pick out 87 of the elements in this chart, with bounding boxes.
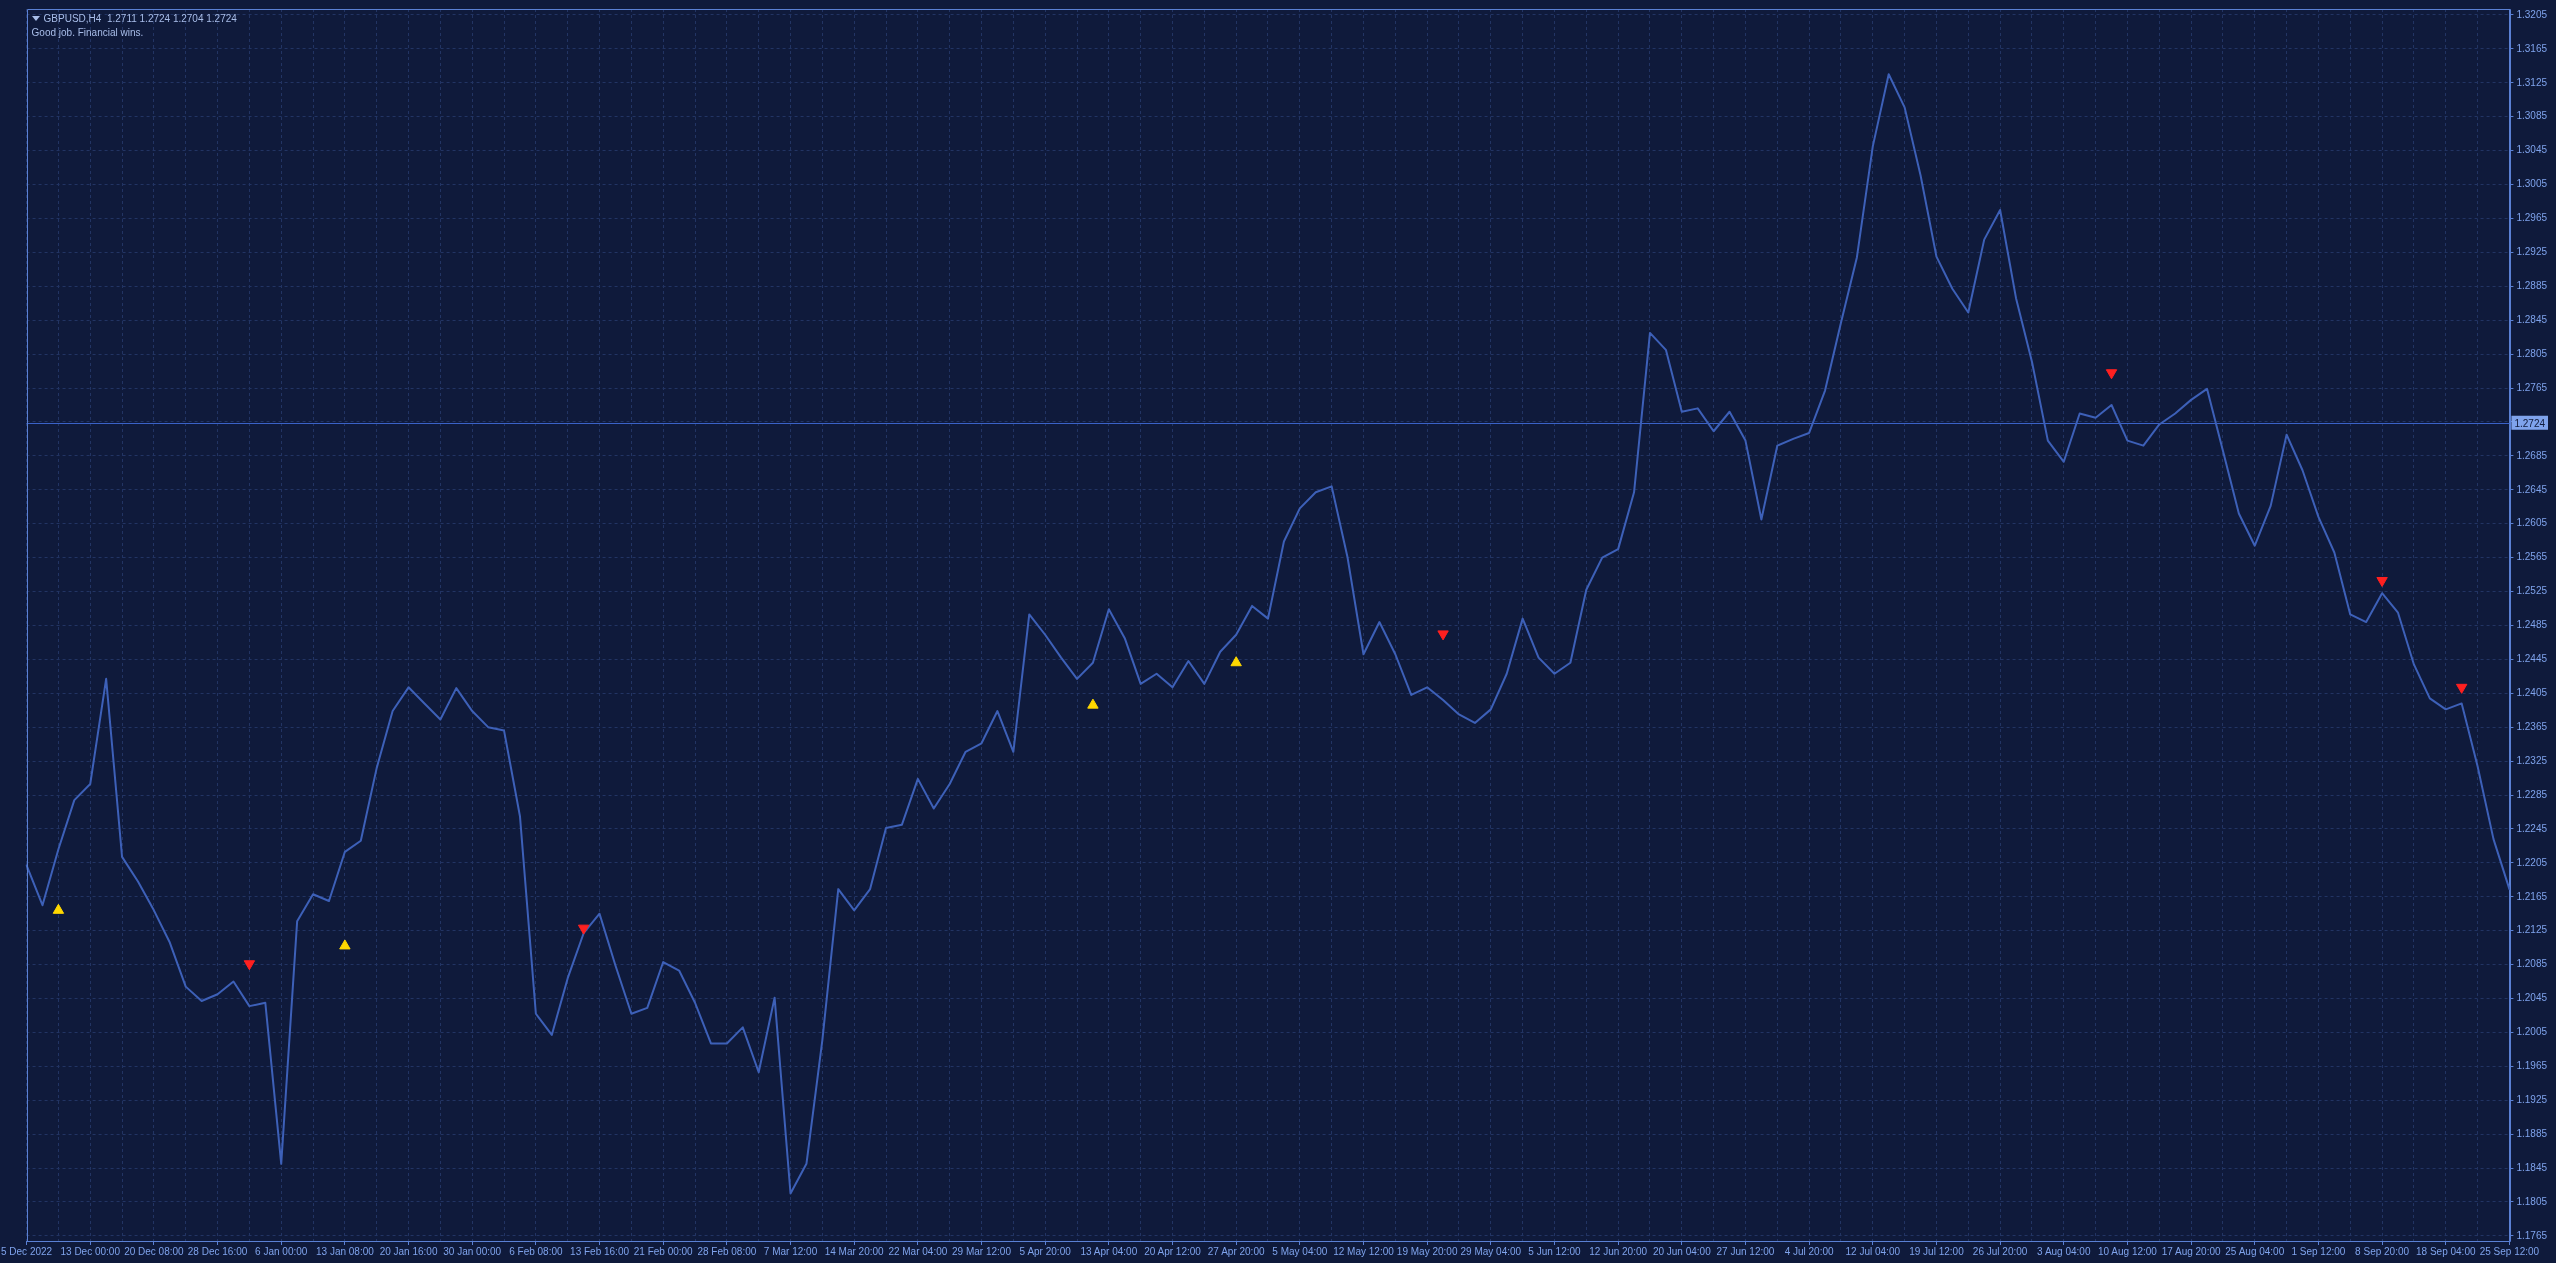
- y-tick-label: 1.2565: [2516, 551, 2548, 563]
- point: [1437, 630, 1449, 641]
- x-tick-label: 6 Jan 00:00: [255, 1245, 308, 1257]
- y-tick-label: 1.2045: [2516, 992, 2548, 1004]
- y-tick-label: 1.2925: [2516, 246, 2548, 258]
- y-tick-label: 1.2245: [2516, 822, 2548, 834]
- y-tick-label: 1.2165: [2516, 890, 2548, 902]
- ref-line-label: 1.2724: [2514, 417, 2546, 429]
- x-tick-label: 19 Jul 12:00: [1909, 1245, 1965, 1257]
- point: [1230, 656, 1242, 667]
- y-tick-label: 1.3085: [2516, 110, 2548, 122]
- x-tick-label: 5 Apr 20:00: [1019, 1245, 1072, 1257]
- x-tick-label: 13 Apr 04:00: [1080, 1245, 1138, 1257]
- y-tick-label: 1.2005: [2516, 1026, 2548, 1038]
- y-tick-label: 1.3165: [2516, 42, 2548, 54]
- y-tick-label: 1.2765: [2516, 381, 2548, 393]
- y-tick-label: 1.1965: [2516, 1060, 2548, 1072]
- x-tick-label: 20 Jan 16:00: [379, 1245, 438, 1257]
- x-tick-label: 5 Dec 2022: [1, 1245, 53, 1257]
- y-tick-label: 1.2885: [2516, 280, 2548, 292]
- x-tick-label: 25 Aug 04:00: [2225, 1245, 2285, 1257]
- x-tick-label: 5 Jun 12:00: [1528, 1245, 1582, 1257]
- y-tick-label: 1.2085: [2516, 958, 2548, 970]
- y-tick-label: 1.2525: [2516, 585, 2548, 597]
- y-tick-label: 1.3125: [2516, 76, 2548, 88]
- y-tick-label: 1.2285: [2516, 788, 2548, 800]
- point: [339, 939, 351, 950]
- y-tick-label: 1.2125: [2516, 924, 2548, 936]
- x-tick-label: 4 Jul 20:00: [1784, 1245, 1835, 1257]
- x-tick-label: 22 Mar 04:00: [888, 1245, 948, 1257]
- y-tick-label: 1.1845: [2516, 1161, 2548, 1173]
- x-tick-label: 12 Jun 20:00: [1589, 1245, 1648, 1257]
- y-tick-label: 1.2205: [2516, 856, 2548, 868]
- y-tick-label: 1.2405: [2516, 687, 2548, 699]
- x-tick-label: 29 May 04:00: [1460, 1245, 1522, 1257]
- y-tick-label: 1.1765: [2516, 1229, 2548, 1241]
- point: [52, 903, 65, 914]
- x-tick-label: 3 Aug 04:00: [2037, 1245, 2091, 1257]
- x-tick-label: 19 May 20:00: [1396, 1245, 1458, 1257]
- y-tick-label: 1.2645: [2516, 483, 2548, 495]
- x-tick-label: 26 Jul 20:00: [1972, 1245, 2028, 1257]
- y-tick-label: 1.3005: [2516, 178, 2548, 190]
- point: [1087, 698, 1099, 709]
- y-tick-label: 1.1885: [2516, 1127, 2548, 1139]
- x-tick-label: 13 Feb 16:00: [570, 1245, 630, 1257]
- point: [2455, 683, 2468, 694]
- y-tick-label: 1.2605: [2516, 517, 2548, 529]
- x-tick-label: 20 Jun 04:00: [1652, 1245, 1712, 1257]
- x-tick-label: 13 Jan 08:00: [315, 1245, 375, 1257]
- y-tick-label: 1.1925: [2516, 1094, 2548, 1105]
- x-tick-label: 20 Apr 12:00: [1144, 1245, 1202, 1257]
- x-tick-label: 1 Sep 12:00: [2291, 1245, 2346, 1257]
- x-tick-label: 27 Jun 12:00: [1716, 1245, 1775, 1257]
- x-tick-label: 29 Mar 12:00: [952, 1245, 1012, 1257]
- x-tick-label: 10 Aug 12:00: [2097, 1245, 2158, 1257]
- x-tick-label: 5 May 04:00: [1272, 1245, 1328, 1257]
- y-tick-label: 1.2485: [2516, 619, 2548, 631]
- x-tick-label: 30 Jan 00:00: [443, 1245, 502, 1257]
- x-tick-label: 12 Jul 04:00: [1845, 1245, 1901, 1257]
- x-tick-label: 18 Sep 04:00: [2416, 1245, 2476, 1257]
- y-tick-label: 1.2805: [2516, 347, 2548, 359]
- y-tick-label: 1.3045: [2516, 144, 2548, 156]
- x-tick-label: 28 Feb 08:00: [697, 1245, 757, 1257]
- y-tick-label: 1.2445: [2516, 653, 2548, 665]
- x-tick-label: 8 Sep 20:00: [2355, 1245, 2410, 1257]
- y-tick-label: 1.2685: [2516, 449, 2548, 461]
- annotation: Good job. Financial wins.: [31, 26, 144, 38]
- x-tick-label: 6 Feb 08:00: [509, 1245, 563, 1257]
- y-tick-label: 1.3205: [2516, 8, 2548, 20]
- x-tick-label: 13 Dec 00:00: [60, 1245, 121, 1257]
- x-tick-label: 17 Aug 20:00: [2161, 1245, 2222, 1257]
- y-tick-label: 1.2325: [2516, 754, 2548, 766]
- x-tick-label: 14 Mar 20:00: [824, 1245, 885, 1257]
- x-tick-label: 12 May 12:00: [1333, 1245, 1395, 1257]
- chart-title: GBPUSD,H4 1.2711 1.2724 1.2704 1.2724: [43, 12, 238, 24]
- x-tick-label: 7 Mar 12:00: [763, 1245, 818, 1257]
- x-tick-label: 20 Dec 08:00: [124, 1245, 185, 1257]
- x-tick-label: 28 Dec 16:00: [187, 1245, 248, 1257]
- y-tick-label: 1.2365: [2516, 720, 2548, 732]
- x-tick-label: 25 Sep 12:00: [2479, 1245, 2540, 1257]
- x-tick-label: 21 Feb 00:00: [633, 1245, 694, 1257]
- y-tick-label: 1.2845: [2516, 313, 2548, 325]
- x-tick-label: 27 Apr 20:00: [1207, 1245, 1265, 1257]
- y-tick-label: 1.2965: [2516, 212, 2548, 224]
- point: [2376, 576, 2388, 587]
- y-tick-label: 1.1805: [2516, 1195, 2548, 1207]
- point: [2105, 369, 2118, 380]
